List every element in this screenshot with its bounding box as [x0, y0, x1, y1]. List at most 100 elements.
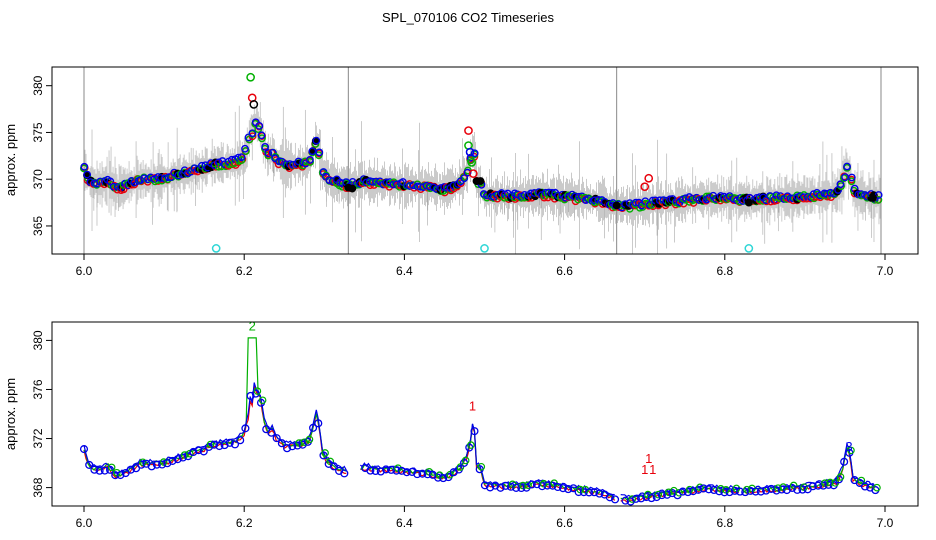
flagged-point	[348, 184, 357, 193]
bottom-y-tick-label: 368	[31, 477, 45, 497]
series-point-blue	[704, 485, 713, 494]
data-point-blue	[237, 153, 246, 162]
figure-title: SPL_070106 CO2 Timeseries	[382, 10, 554, 25]
top-y-tick-label: 365	[31, 216, 45, 236]
series-point-blue	[210, 440, 219, 449]
series-point-green	[743, 485, 751, 494]
series-point-green	[654, 490, 663, 499]
series-point-blue	[79, 445, 89, 454]
series-point-blue	[283, 444, 292, 453]
series-point-blue	[647, 494, 656, 503]
series-point-blue	[189, 447, 198, 457]
bottom-y-tick-label: 380	[31, 330, 45, 350]
top-x-tick-label: 7.0	[877, 264, 894, 278]
bottom-plot-frame	[51, 321, 919, 507]
series-point-blue	[168, 456, 177, 465]
data-point-blue	[470, 149, 479, 158]
series-point-blue	[152, 460, 161, 469]
bottom-y-tick-label: 376	[31, 379, 45, 399]
series-digit-label: 1	[645, 451, 652, 466]
series-point-blue	[230, 440, 240, 449]
series-point-blue	[199, 447, 208, 456]
top-markers	[79, 72, 883, 253]
series-point-green	[461, 456, 470, 465]
series-point-green	[477, 462, 486, 471]
series-point-green	[675, 488, 683, 497]
data-point-blue	[312, 136, 321, 145]
series-point-green	[107, 463, 116, 472]
series-point-green	[180, 451, 189, 459]
highlight-point-cyan	[744, 244, 754, 253]
top-x-axis: 6.0 6.2 6.4 6.6 6.8 7.0	[76, 254, 894, 278]
top-y-axis: 365 370 375 380	[31, 75, 52, 236]
data-point-blue	[248, 129, 257, 138]
series-digit-label: 1	[649, 462, 656, 477]
data-point-blue	[261, 142, 270, 151]
series-digit-label: 3	[845, 439, 852, 454]
series-point-blue	[439, 474, 448, 483]
series-line-blue	[83, 382, 876, 499]
series-point-blue	[590, 488, 599, 497]
series-point-blue	[215, 441, 224, 451]
data-point-green	[258, 134, 266, 143]
series-point-blue	[793, 485, 802, 494]
top-panel: 6.0 6.2 6.4 6.6 6.8 7.0 365 370 375 380 approx. …	[3, 66, 919, 278]
series-point-green	[664, 488, 673, 497]
series-line-green	[83, 337, 876, 501]
series-digit-label: 1	[469, 398, 476, 413]
series-point-blue	[371, 466, 380, 476]
series-point-blue	[376, 467, 385, 476]
data-point-blue	[836, 180, 845, 189]
series-point-blue	[689, 487, 698, 496]
data-point-blue	[590, 196, 599, 205]
data-point-blue	[306, 155, 314, 164]
series-point-blue	[267, 428, 276, 437]
flagged-point	[476, 177, 485, 185]
highlight-point-red	[644, 173, 654, 183]
series-point-blue	[407, 467, 417, 476]
series-point-blue	[366, 466, 375, 475]
series-point-blue	[840, 457, 849, 466]
flagged-point	[612, 201, 621, 210]
series-point-blue	[340, 469, 349, 478]
series-point-blue	[397, 466, 406, 475]
bottom-y-tick-label: 372	[31, 428, 45, 448]
data-point-blue	[847, 173, 856, 182]
data-point-green	[119, 181, 128, 189]
bottom-y-axis-title: approx. ppm	[3, 378, 18, 450]
top-y-tick-label: 380	[31, 75, 45, 95]
data-point-blue	[146, 173, 155, 182]
series-point-blue	[491, 481, 500, 490]
highlight-point-cyan	[480, 244, 489, 253]
series-point-blue	[314, 419, 323, 428]
data-point-blue	[409, 181, 418, 190]
series-point-blue	[756, 487, 765, 496]
series-point-blue	[611, 495, 620, 504]
highlight-point-red	[468, 169, 478, 178]
top-x-tick-label: 6.8	[716, 264, 733, 278]
highlight-point-red	[464, 126, 473, 135]
top-y-tick-label: 375	[31, 122, 45, 142]
series-point-blue	[194, 446, 203, 455]
bottom-y-axis: 368 372 376 380	[31, 330, 52, 498]
series-point-blue	[558, 484, 568, 493]
data-point-blue	[264, 149, 273, 157]
bottom-x-tick-label: 6.8	[716, 516, 733, 530]
data-point-green	[847, 177, 856, 186]
series-point-green	[847, 446, 855, 455]
bottom-x-tick-label: 6.6	[556, 516, 573, 530]
series-point-blue	[543, 481, 552, 490]
data-point-blue	[368, 177, 377, 186]
top-y-tick-label: 370	[31, 169, 45, 189]
series-point-blue	[272, 434, 281, 443]
series-point-blue	[116, 471, 125, 480]
top-x-tick-label: 6.0	[76, 264, 93, 278]
series-point-green	[628, 495, 637, 503]
bottom-x-tick-label: 7.0	[877, 516, 894, 530]
data-point-blue	[257, 131, 266, 140]
series-point-green	[253, 387, 262, 395]
series-point-blue	[595, 489, 604, 498]
highlight-point-cyan	[211, 244, 221, 253]
